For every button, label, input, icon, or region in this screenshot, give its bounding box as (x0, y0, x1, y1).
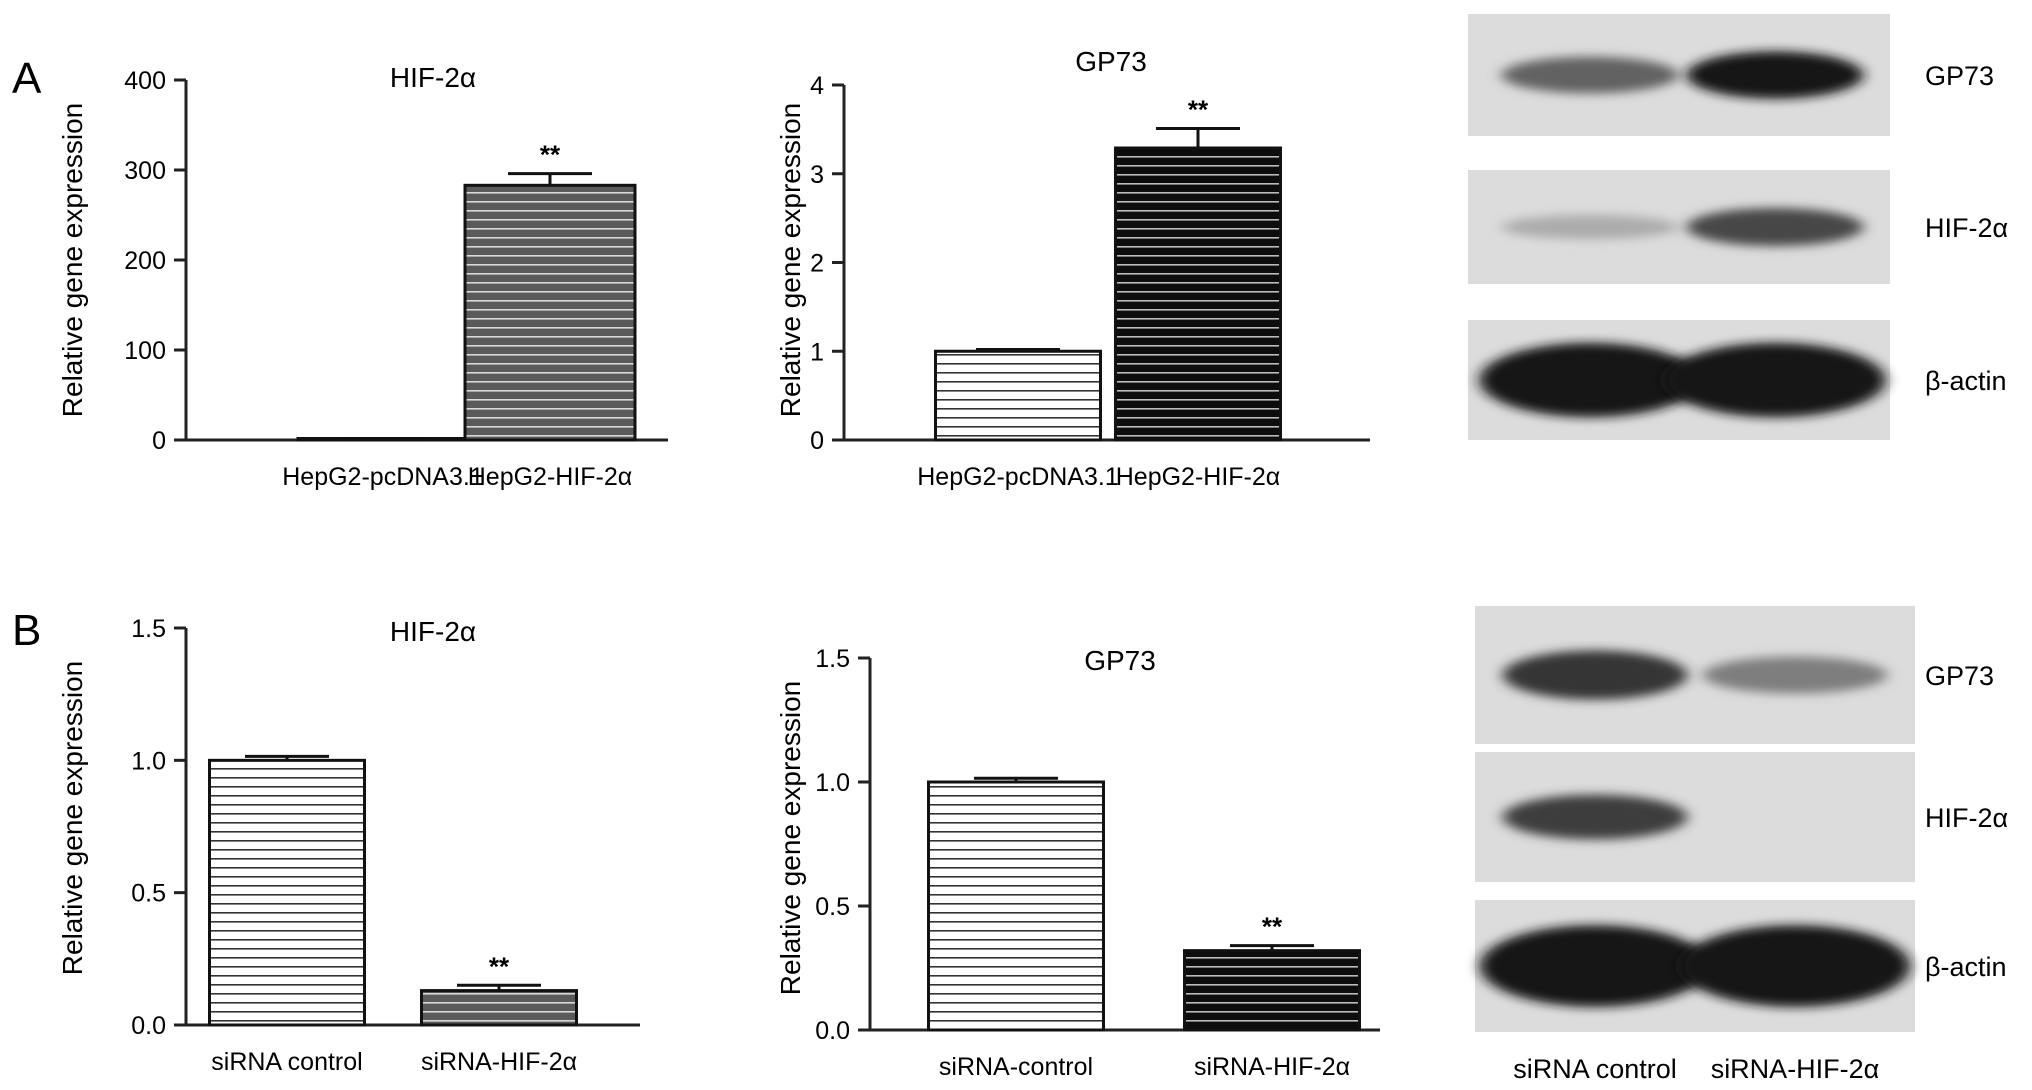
y-tick-label: 0.5 (815, 893, 850, 921)
y-axis-label: Relative gene expression (775, 103, 806, 417)
band-label: GP73 (1925, 661, 1994, 691)
chart-b-gp73: GP73 Relative gene expression 0.0 0.5 1.0 1… (775, 645, 1380, 1081)
western-blot-b: GP73 HIF-2α β-actin siRNA control siRNA-HIF-… (1475, 606, 2008, 1084)
y-tick-label: 1.0 (815, 769, 850, 797)
blot-band (1501, 56, 1679, 94)
blot-band (1479, 342, 1701, 418)
blot-band (1502, 650, 1688, 700)
bar (1183, 949, 1361, 1032)
bar (463, 183, 637, 442)
y-axis-label: Relative gene expression (775, 681, 806, 995)
y-tick-label: 100 (124, 337, 166, 365)
lane-label: siRNA-HIF-2α (1711, 1054, 1880, 1084)
blot-band (1680, 925, 1910, 1007)
category-label: HepG2-HIF-2α (468, 463, 633, 491)
significance-label: ** (1188, 94, 1209, 124)
band-label: β-actin (1925, 952, 2007, 982)
category-label: siRNA-HIF-2α (1194, 1053, 1350, 1081)
category-label: siRNA-control (939, 1053, 1093, 1081)
bar (1114, 146, 1282, 442)
y-tick-label: 1.0 (131, 747, 166, 775)
panel-letter-b: B (12, 606, 41, 655)
y-tick-label: 3 (810, 161, 824, 189)
y-tick-label: 0 (152, 427, 166, 455)
significance-label: ** (1262, 912, 1283, 942)
y-tick-label: 300 (124, 157, 166, 185)
blot-band (1502, 794, 1688, 840)
chart-title: GP73 (1084, 645, 1156, 676)
y-tick-label: 4 (810, 72, 824, 100)
y-tick-label: 0.5 (131, 880, 166, 908)
y-tick-label: 200 (124, 247, 166, 275)
y-tick-label: 0.0 (131, 1012, 166, 1040)
chart-b-hif2a: HIF-2α Relative gene expression 0.0 0.5 1.… (57, 615, 640, 1076)
blot-band (1664, 342, 1886, 418)
y-tick-label: 2 (810, 250, 824, 278)
y-tick-label: 0 (810, 427, 824, 455)
blot-band (1686, 51, 1864, 99)
y-tick-label: 1 (810, 338, 824, 366)
chart-title: HIF-2α (390, 616, 476, 647)
blot-band (1686, 207, 1864, 247)
category-label: HepG2-pcDNA3.1 (282, 463, 483, 491)
band-label: β-actin (1925, 366, 2007, 396)
chart-a-gp73: GP73 Relative gene expression 0 1 2 3 4 HepG2… (775, 46, 1370, 491)
band-label: HIF-2α (1925, 803, 2008, 833)
bar (927, 780, 1105, 1032)
bar (208, 758, 366, 1027)
y-tick-label: 400 (124, 67, 166, 95)
y-tick-label: 0.0 (815, 1017, 850, 1045)
band-label: HIF-2α (1925, 213, 2008, 243)
chart-title: HIF-2α (390, 62, 476, 93)
category-label: HepG2-pcDNA3.1 (917, 463, 1118, 491)
category-label: HepG2-HIF-2α (1116, 463, 1281, 491)
y-axis-label: Relative gene expression (57, 103, 88, 417)
lane-label: siRNA control (1513, 1054, 1677, 1084)
blot-band (1480, 925, 1710, 1007)
chart-a-hif2a: HIF-2α Relative gene expression 0 100 200 3… (57, 62, 668, 491)
band-label: GP73 (1925, 61, 1994, 91)
significance-label: ** (540, 140, 561, 170)
y-axis-label: Relative gene expression (57, 661, 88, 975)
significance-label: ** (489, 951, 510, 981)
blot-band (1501, 214, 1679, 240)
panel-letter-a: A (12, 54, 42, 103)
category-label: siRNA control (211, 1048, 362, 1076)
blot-band (1702, 656, 1888, 694)
chart-title: GP73 (1075, 46, 1147, 77)
bar (420, 989, 578, 1027)
category-label: siRNA-HIF-2α (421, 1048, 577, 1076)
y-tick-label: 1.5 (815, 645, 850, 673)
bar (934, 349, 1102, 442)
western-blot-a: GP73 HIF-2α β-actin (1468, 14, 2008, 440)
y-tick-label: 1.5 (131, 615, 166, 643)
